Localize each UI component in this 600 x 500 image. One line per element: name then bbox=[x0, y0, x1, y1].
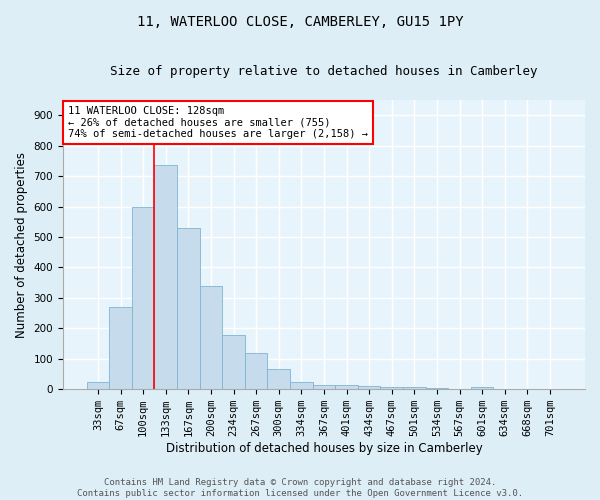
Bar bbox=[471, 388, 493, 389]
Bar bbox=[177, 228, 200, 389]
Bar bbox=[222, 335, 245, 389]
Bar bbox=[403, 387, 425, 389]
X-axis label: Distribution of detached houses by size in Camberley: Distribution of detached houses by size … bbox=[166, 442, 482, 455]
Bar bbox=[109, 307, 132, 389]
Bar bbox=[200, 286, 222, 389]
Bar bbox=[358, 386, 380, 389]
Bar bbox=[425, 388, 448, 389]
Bar bbox=[380, 387, 403, 389]
Bar bbox=[154, 166, 177, 389]
Bar bbox=[313, 385, 335, 389]
Bar bbox=[268, 369, 290, 389]
Bar bbox=[335, 384, 358, 389]
Bar bbox=[245, 354, 268, 389]
Text: Contains HM Land Registry data © Crown copyright and database right 2024.
Contai: Contains HM Land Registry data © Crown c… bbox=[77, 478, 523, 498]
Bar bbox=[86, 382, 109, 389]
Text: 11, WATERLOO CLOSE, CAMBERLEY, GU15 1PY: 11, WATERLOO CLOSE, CAMBERLEY, GU15 1PY bbox=[137, 15, 463, 29]
Y-axis label: Number of detached properties: Number of detached properties bbox=[15, 152, 28, 338]
Bar bbox=[132, 208, 154, 389]
Text: 11 WATERLOO CLOSE: 128sqm
← 26% of detached houses are smaller (755)
74% of semi: 11 WATERLOO CLOSE: 128sqm ← 26% of detac… bbox=[68, 106, 368, 139]
Title: Size of property relative to detached houses in Camberley: Size of property relative to detached ho… bbox=[110, 65, 538, 78]
Bar bbox=[290, 382, 313, 389]
